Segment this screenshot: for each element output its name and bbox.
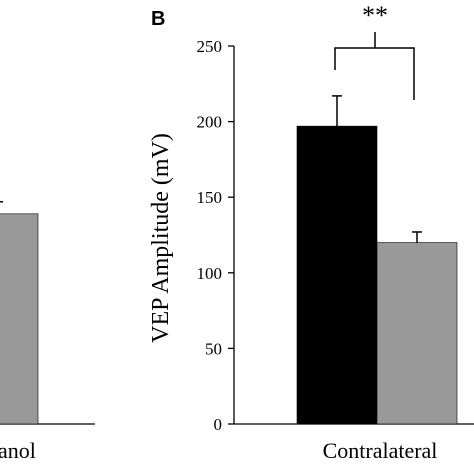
y-tick-label: 50 (205, 339, 222, 358)
category-label-contralateral: Contralateral (323, 438, 438, 463)
y-axis-ticks: 0 50 100 150 200 250 (197, 37, 234, 434)
significance-bracket: ** (334, 1, 415, 100)
bar (0, 213, 39, 425)
bracket-line (334, 47, 415, 100)
y-tick-label: 0 (214, 415, 223, 434)
y-tick-label: 100 (197, 264, 223, 283)
bar (376, 242, 458, 425)
left-panel-bars (0, 200, 39, 425)
significance-label: ** (362, 1, 388, 30)
left-panel: anol (0, 200, 95, 463)
bar (296, 125, 378, 425)
panel-b-bars (296, 95, 458, 425)
y-axis-title: VEP Amplitude (mV) (148, 133, 174, 343)
y-tick-label: 250 (197, 37, 223, 56)
y-tick-label: 200 (197, 113, 223, 132)
panel-letter: B (151, 8, 165, 30)
y-tick-label: 150 (197, 188, 223, 207)
left-panel-category-label: anol (0, 438, 36, 463)
